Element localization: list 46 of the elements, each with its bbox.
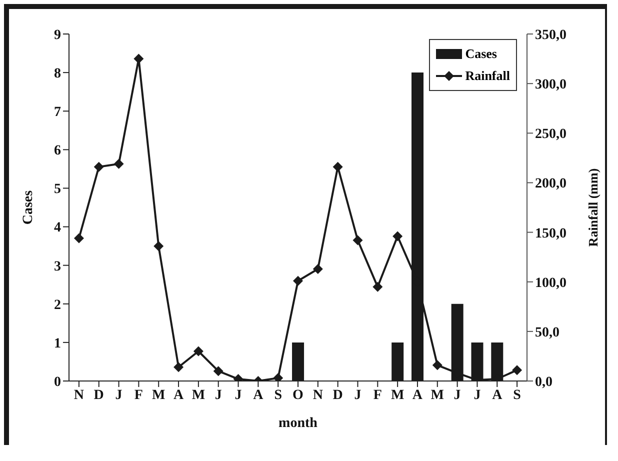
- y2-tick-label: 100,0: [535, 276, 566, 291]
- x-tick-label: M: [390, 388, 404, 403]
- x-tick-label: A: [412, 388, 424, 403]
- y-axis-title: Cases: [20, 190, 36, 225]
- y2-axis-title: Rainfall (mm): [586, 168, 601, 247]
- x-tick-label: J: [234, 388, 242, 403]
- y-tick-label: 8: [54, 66, 61, 82]
- y2-tick-label: 300,0: [535, 78, 566, 93]
- x-tick-label: N: [312, 388, 323, 403]
- x-tick-label: O: [292, 388, 304, 403]
- x-tick-label: N: [74, 388, 84, 403]
- y-tick-label: 0: [54, 374, 61, 390]
- x-tick-label: F: [373, 388, 382, 403]
- y2-tick-label: 150,0: [535, 226, 566, 242]
- x-tick-label: A: [253, 388, 264, 403]
- y-tick-label: 9: [54, 28, 61, 43]
- x-tick-label: A: [492, 388, 504, 403]
- y2-tick-label: 250,0: [535, 127, 566, 142]
- x-tick-label: M: [430, 388, 444, 403]
- y-tick-label: 2: [54, 298, 61, 313]
- x-tick-label: J: [474, 388, 481, 403]
- legend-label: Cases: [465, 46, 497, 62]
- y2-tick-label: 350,0: [535, 28, 566, 43]
- y-tick-label: 3: [54, 259, 61, 274]
- y-tick-label: 6: [54, 144, 61, 159]
- x-tick-label: M: [192, 388, 206, 403]
- x-tick-label: S: [513, 388, 522, 403]
- x-tick-label: J: [115, 388, 122, 403]
- legend-label: Rainfall: [465, 68, 510, 84]
- y-tick-label: 1: [54, 336, 61, 352]
- y2-tick-label: 0,0: [535, 374, 552, 390]
- x-tick-label: D: [332, 388, 343, 403]
- x-tick-label: J: [354, 388, 362, 403]
- x-tick-label: F: [134, 388, 143, 403]
- y-tick-label: 5: [54, 182, 61, 198]
- y-tick-label: 4: [54, 220, 61, 236]
- x-tick-label: D: [94, 388, 104, 403]
- y2-tick-label: 50,0: [535, 325, 560, 340]
- x-tick-label: J: [214, 388, 222, 403]
- x-tick-label: A: [173, 388, 184, 403]
- x-tick-label: J: [454, 388, 461, 403]
- x-tick-label: S: [274, 388, 282, 403]
- x-tick-label: M: [152, 388, 166, 403]
- y-tick-label: 7: [54, 105, 61, 120]
- x-axis-title: month: [278, 416, 318, 431]
- y2-tick-label: 200,0: [535, 176, 566, 192]
